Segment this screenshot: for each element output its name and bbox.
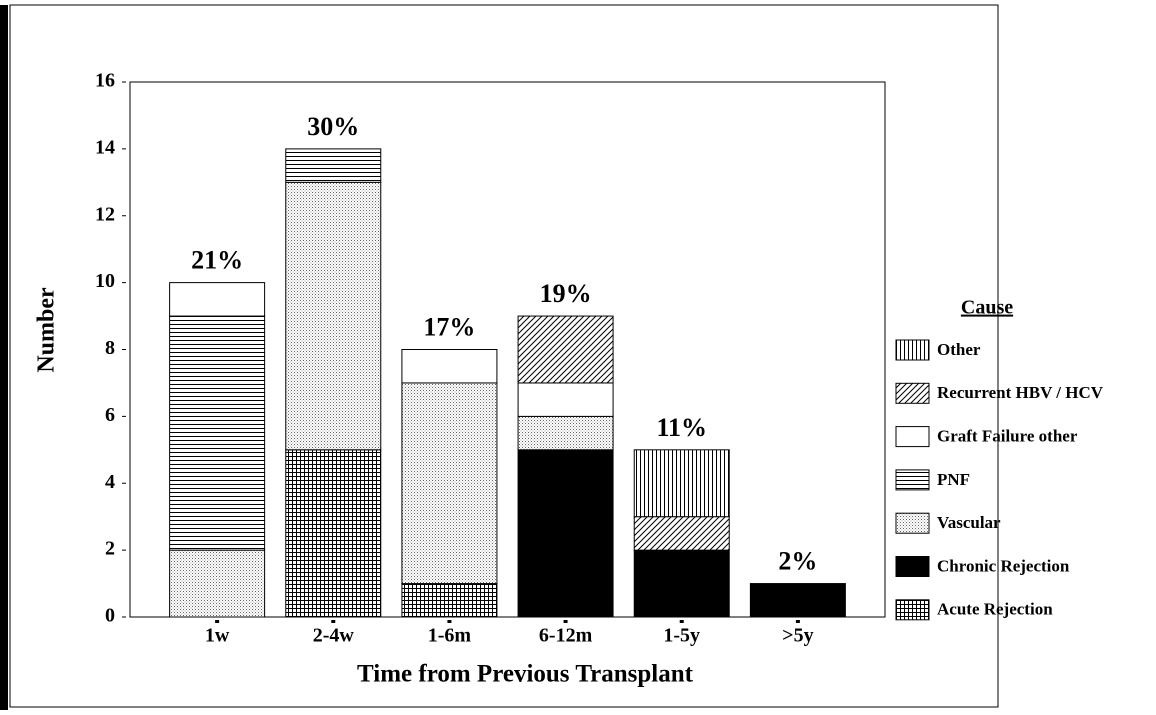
y-tick-label: 12: [95, 203, 115, 225]
legend-swatch: [895, 469, 930, 491]
left-edge: [0, 5, 8, 710]
bar-segment: [401, 349, 498, 384]
legend-swatch: [895, 599, 930, 621]
x-axis-label: Time from Previous Transplant: [357, 661, 694, 688]
x-tick: [331, 620, 336, 623]
bar-segment: [517, 449, 614, 618]
y-tick-label: 6: [105, 404, 115, 426]
percent-label: 2%: [778, 547, 817, 576]
legend-label: Chronic Rejection: [937, 556, 1070, 575]
frame: [9, 4, 999, 708]
bar-segment: [401, 583, 498, 618]
legend-label: Acute Rejection: [937, 600, 1053, 619]
x-tick-label: 2-4w: [313, 625, 355, 647]
legend-title: Cause: [961, 297, 1013, 319]
x-tick-label: 1-5y: [663, 625, 700, 647]
y-tick-label: 0: [105, 605, 115, 627]
legend-label: Recurrent HBV / HCV: [937, 383, 1104, 402]
x-tick: [215, 620, 220, 623]
percent-label: 30%: [307, 112, 359, 141]
x-tick: [795, 620, 800, 623]
y-tick-label: 8: [105, 337, 115, 359]
legend-swatch: [895, 556, 930, 577]
x-tick-label: >5y: [782, 625, 813, 647]
x-tick: [563, 620, 568, 623]
legend-swatch: [895, 339, 930, 361]
legend-swatch: [895, 512, 930, 534]
percent-label: 19%: [540, 279, 592, 308]
legend-label: Graft Failure other: [937, 427, 1078, 446]
bar-segment: [633, 449, 730, 518]
bar-segment: [633, 516, 730, 551]
bar-segment: [169, 549, 266, 618]
bar-segment: [169, 315, 266, 551]
y-axis-label: Number: [34, 287, 60, 373]
bar-segment: [517, 382, 614, 417]
plot-area: [129, 81, 886, 618]
bar-segment: [633, 549, 730, 618]
legend-swatch: [895, 426, 930, 448]
bar-segment: [517, 315, 614, 384]
legend-label: Other: [937, 340, 981, 359]
x-tick: [679, 620, 684, 623]
x-tick-label: 6-12m: [539, 625, 593, 647]
y-tick-label: 16: [95, 70, 115, 92]
y-tick-label: 2: [105, 538, 115, 560]
percent-label: 11%: [656, 413, 707, 442]
legend-swatch: [895, 382, 930, 404]
legend-label: PNF: [937, 470, 970, 489]
bar-segment: [749, 583, 846, 618]
percent-label: 21%: [191, 246, 243, 275]
bar-segment: [285, 148, 382, 183]
bar-segment: [169, 282, 266, 317]
x-tick: [447, 620, 452, 623]
x-tick-label: 1-6m: [428, 625, 472, 647]
y-tick-label: 10: [95, 270, 115, 292]
x-tick-label: 1w: [205, 625, 230, 647]
bar-segment: [401, 382, 498, 585]
bar-segment: [285, 449, 382, 618]
bar-segment: [285, 181, 382, 451]
percent-label: 17%: [423, 312, 475, 341]
bar-segment: [517, 415, 614, 451]
y-tick-label: 4: [105, 471, 115, 493]
y-tick-label: 14: [95, 136, 115, 158]
legend-label: Vascular: [937, 513, 1001, 532]
